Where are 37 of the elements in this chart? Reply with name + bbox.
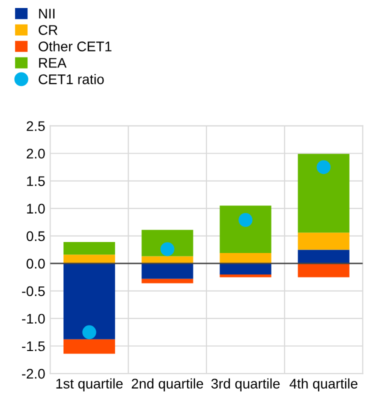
legend-label: REA bbox=[39, 58, 67, 68]
point bbox=[82, 325, 96, 340]
x-tick-label: 4th quartile bbox=[290, 378, 358, 392]
bar bbox=[64, 242, 116, 255]
y-tick-label: 1.0 bbox=[27, 204, 45, 214]
y-tick-label: -2.0 bbox=[22, 368, 45, 379]
y-tick-label: 0.5 bbox=[26, 231, 45, 242]
point bbox=[238, 213, 252, 227]
bar bbox=[298, 154, 350, 233]
y-tick-label: 0.0 bbox=[26, 258, 45, 269]
bar bbox=[64, 254, 116, 264]
x-tick-label: 2nd quartile bbox=[132, 378, 204, 392]
point bbox=[316, 160, 331, 174]
bar bbox=[142, 256, 194, 264]
bar bbox=[142, 278, 194, 284]
y-tick-label: -1.5 bbox=[22, 341, 45, 352]
bar bbox=[220, 274, 272, 278]
bar bbox=[64, 263, 116, 340]
x-tick-label: 3rd quartile bbox=[211, 378, 280, 392]
bar bbox=[298, 250, 350, 264]
y-tick-label: -0.5 bbox=[22, 286, 45, 296]
x-tick-label: 1st quartile bbox=[56, 378, 123, 392]
y-tick-label: 2.5 bbox=[26, 121, 45, 132]
legend-label: CR bbox=[38, 25, 58, 35]
bar bbox=[298, 232, 350, 250]
y-tick-label: 2.0 bbox=[26, 148, 45, 159]
bar bbox=[298, 263, 350, 278]
bar bbox=[64, 339, 116, 354]
y-tick-label: 1.5 bbox=[27, 176, 45, 186]
bar bbox=[142, 263, 194, 279]
legend-label: Other CET1 bbox=[38, 41, 112, 52]
bar bbox=[220, 206, 272, 253]
y-tick-label: -1.0 bbox=[22, 314, 45, 324]
bar bbox=[220, 263, 272, 274]
legend-label: CET1 ratio bbox=[38, 74, 104, 84]
bar bbox=[220, 252, 272, 264]
legend-label: NII bbox=[39, 8, 54, 18]
